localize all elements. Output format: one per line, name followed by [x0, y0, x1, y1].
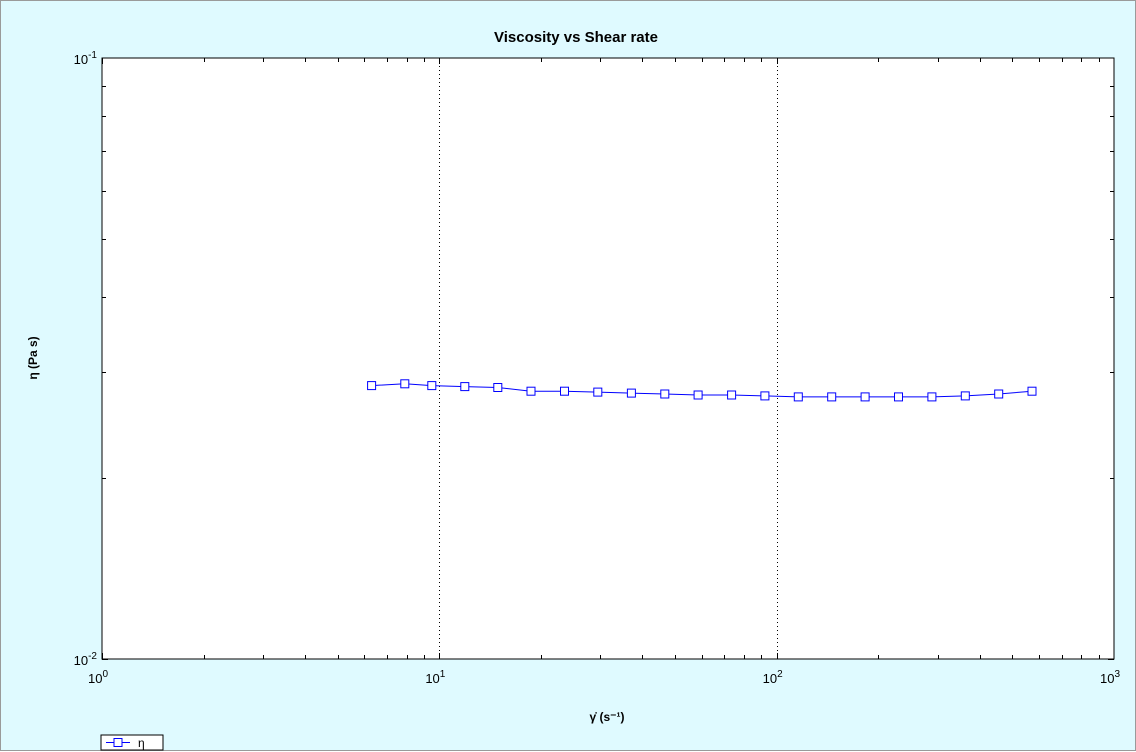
data-point: [894, 392, 903, 402]
data-point: [427, 381, 437, 391]
data-point: [793, 392, 803, 402]
tick-labels: 100 101 102 103 10-2 10-1: [74, 50, 1121, 686]
data-point: [493, 383, 503, 392]
legend-swatch-marker: [113, 738, 123, 747]
data-point: [927, 392, 937, 402]
x-tick-label: 100: [88, 669, 108, 686]
plot-area: [101, 57, 1115, 660]
x-tick-label: 101: [425, 669, 445, 686]
data-point: [827, 392, 837, 402]
chart-title: Viscosity vs Shear rate: [494, 29, 658, 46]
data-point: [593, 387, 603, 397]
data-point: [760, 391, 770, 401]
x-tick-label: 102: [763, 669, 783, 686]
series-group: [367, 379, 1037, 402]
data-point: [526, 386, 536, 396]
data-point: [994, 389, 1004, 399]
data-point: [960, 391, 970, 401]
data-point: [660, 389, 670, 399]
data-point: [460, 382, 470, 392]
axis-ticks: [102, 58, 1114, 660]
data-point: [693, 390, 703, 400]
data-point: [860, 392, 870, 402]
grid-lines: [439, 58, 778, 659]
data-point: [626, 388, 636, 398]
data-point: [400, 379, 410, 389]
data-point: [560, 386, 569, 396]
x-axis-label: γ̇ (s⁻¹): [589, 710, 624, 724]
legend-label: η: [138, 736, 145, 750]
y-axis-label: η (Pa s): [26, 336, 40, 379]
legend: η: [100, 734, 164, 751]
data-point: [1027, 386, 1037, 396]
data-point: [367, 381, 377, 391]
y-tick-label: 10-2: [74, 651, 98, 668]
data-point: [727, 390, 737, 400]
x-tick-label: 103: [1100, 669, 1120, 686]
y-tick-label: 10-1: [74, 50, 98, 67]
